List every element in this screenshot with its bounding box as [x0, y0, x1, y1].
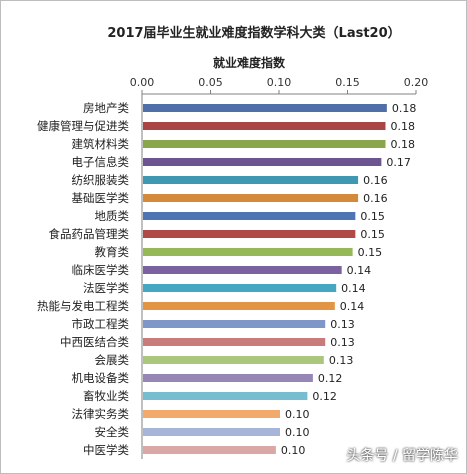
category-label: 基础医学类	[72, 191, 130, 205]
x-tick-label: 0.05	[198, 76, 223, 89]
bar	[143, 140, 386, 148]
category-label: 食品药品管理类	[49, 227, 130, 241]
category-label: 会展类	[95, 353, 130, 367]
x-axis-title: 就业难度指数	[212, 56, 285, 70]
category-label: 临床医学类	[72, 263, 130, 277]
category-label: 安全类	[95, 425, 130, 439]
category-label: 纺织服装类	[72, 173, 130, 187]
data-label: 0.17	[386, 156, 411, 169]
category-label: 健康管理与促进类	[37, 119, 129, 133]
bar	[143, 212, 356, 220]
bar	[143, 410, 280, 418]
bar	[143, 176, 359, 184]
bar	[143, 392, 308, 400]
bar	[143, 230, 356, 238]
bar	[143, 158, 382, 166]
data-label: 0.14	[347, 264, 372, 277]
category-label: 法律实务类	[72, 407, 130, 421]
data-label: 0.12	[318, 372, 343, 385]
data-label: 0.16	[363, 174, 388, 187]
x-tick-label: 0.00	[130, 76, 155, 89]
bar	[143, 320, 326, 328]
category-label: 地质类	[95, 209, 130, 223]
bar	[143, 284, 337, 292]
bar	[143, 122, 386, 130]
category-label: 教育类	[95, 245, 130, 259]
category-label: 机电设备类	[72, 371, 130, 385]
category-label: 建筑材料类	[72, 137, 130, 151]
data-label: 0.14	[340, 300, 365, 313]
data-label: 0.13	[329, 354, 354, 367]
data-label: 0.18	[392, 102, 417, 115]
data-label: 0.10	[285, 408, 310, 421]
data-label: 0.16	[363, 192, 388, 205]
bar	[143, 338, 326, 346]
bar	[143, 302, 335, 310]
watermark: 头条号 / 留学陈华	[346, 448, 458, 464]
data-label: 0.10	[285, 426, 310, 439]
data-label: 0.15	[360, 228, 385, 241]
bar	[143, 446, 276, 454]
category-label: 法医学类	[83, 281, 129, 295]
data-label: 0.12	[312, 390, 337, 403]
data-label: 0.18	[390, 120, 415, 133]
bar	[143, 266, 342, 274]
category-label: 中医学类	[83, 443, 129, 457]
data-label: 0.13	[330, 336, 355, 349]
bar	[143, 194, 359, 202]
x-tick-label: 0.10	[267, 76, 292, 89]
category-label: 房地产类	[83, 101, 129, 115]
data-label: 0.18	[390, 138, 415, 151]
data-label: 0.13	[330, 318, 355, 331]
bar	[143, 356, 324, 364]
data-label: 0.15	[358, 246, 383, 259]
category-label: 畜牧业类	[83, 389, 129, 403]
data-label: 0.15	[360, 210, 385, 223]
chart-title: 2017届毕业生就业难度指数学科大类（Last20）	[107, 26, 401, 41]
bar	[143, 248, 353, 256]
bar	[143, 104, 387, 112]
category-label: 热能与发电工程类	[37, 299, 129, 313]
category-label: 电子信息类	[72, 155, 130, 169]
category-label: 市政工程类	[72, 317, 130, 331]
category-label: 中西医结合类	[60, 335, 129, 349]
bar	[143, 428, 280, 436]
x-tick-label: 0.15	[335, 76, 360, 89]
bar	[143, 374, 313, 382]
data-label: 0.14	[341, 282, 366, 295]
data-label: 0.10	[281, 444, 306, 457]
x-tick-label: 0.20	[404, 76, 429, 89]
